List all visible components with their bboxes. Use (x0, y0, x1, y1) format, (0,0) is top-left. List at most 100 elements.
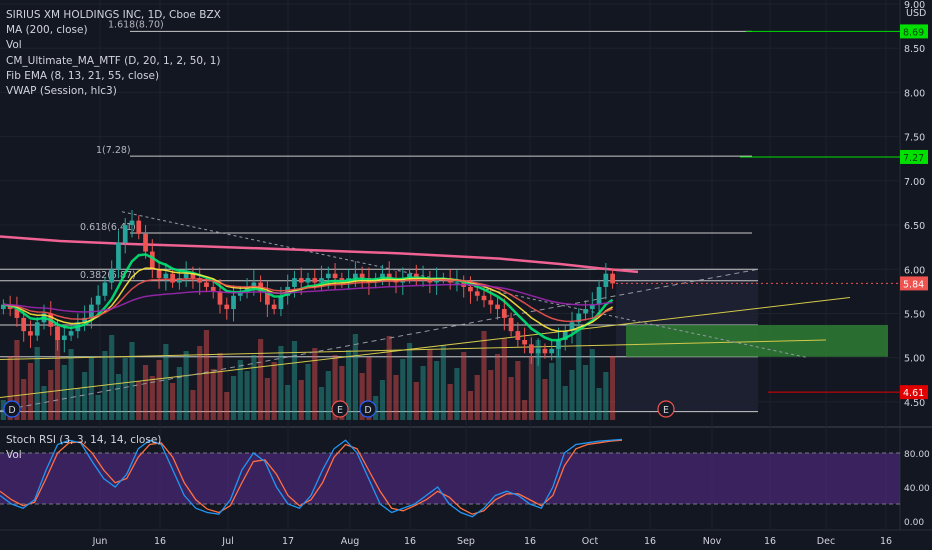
target-zone (626, 324, 888, 357)
fib-ema-line (3, 283, 613, 313)
volume-bar (285, 385, 291, 420)
stoch-k-line (0, 438, 623, 518)
volume-bar (508, 377, 514, 420)
candle-body (549, 348, 555, 354)
price-tick-label: 8.50 (904, 44, 925, 55)
trendline-bottom (0, 339, 827, 360)
volume-bar (379, 380, 386, 420)
volume-bar (244, 371, 250, 420)
volume-bar (264, 378, 270, 420)
candle-body (55, 326, 60, 340)
price-tick-label: 6.00 (904, 265, 925, 276)
volume-bar (34, 347, 40, 420)
fib-level-label: 0.618(6.41) (80, 222, 136, 233)
candle-body (244, 286, 250, 292)
volume-bar (258, 339, 264, 420)
volume-bar (54, 326, 61, 420)
candle-body (332, 273, 338, 279)
time-tick-label: 16 (644, 536, 656, 547)
time-tick-label: 16 (764, 536, 776, 547)
candle-body (204, 282, 209, 287)
trendline-lower (0, 297, 851, 398)
price-tick-label: 6.50 (904, 221, 925, 232)
volume-bar (549, 363, 555, 420)
indicator-ma200[interactable]: MA (200, close) (6, 24, 88, 37)
volume-bar (21, 379, 27, 420)
candle-body (380, 273, 385, 279)
time-tick-label: Sep (457, 536, 475, 547)
indicator-stoch-rsi[interactable]: Stoch RSI (3, 3, 14, 14, close) (6, 434, 162, 446)
candle-body (122, 225, 128, 243)
stoch-tick-label: 0.00 (904, 518, 924, 528)
candle-body (353, 273, 358, 279)
volume-bar (501, 338, 507, 420)
candle-body (319, 278, 324, 283)
candle-body (237, 291, 243, 296)
candle-body (217, 291, 223, 305)
time-tick-label: Nov (703, 536, 722, 547)
candle-body (136, 220, 142, 234)
candle-body (542, 348, 548, 354)
candle-body (1, 304, 6, 310)
volume-bar (82, 372, 88, 420)
candle-body (312, 278, 318, 283)
candle-body (569, 322, 575, 332)
volume-bar (352, 334, 358, 420)
volume-bar (339, 366, 345, 420)
price-tick-label: 4.50 (904, 398, 925, 409)
candle-body (596, 286, 602, 305)
fib-level-label: 0.382(5.87) (80, 270, 136, 281)
price-badge-label: 4.61 (903, 388, 924, 399)
volume-bar (7, 356, 13, 420)
candle-body (183, 273, 189, 279)
indicator-vol[interactable]: Vol (6, 39, 22, 52)
candle-body (231, 295, 236, 310)
indicator-vwap[interactable]: VWAP (Session, hlc3) (6, 85, 117, 98)
volume-bar (325, 371, 331, 420)
time-tick-label: 16 (154, 536, 166, 547)
volume-bar (115, 374, 122, 420)
indicator-vol-sub[interactable]: Vol (6, 449, 22, 461)
volume-bar (535, 340, 541, 420)
candle-body (515, 331, 521, 340)
candle-body (265, 291, 270, 305)
volume-bar (183, 351, 189, 420)
price-badge (900, 24, 928, 39)
candle-body (285, 286, 291, 296)
volume-bar (481, 331, 487, 420)
stoch-tick-label: 40.00 (904, 484, 930, 494)
volume-bar (156, 360, 162, 420)
candle-body (468, 286, 473, 292)
indicator-cm-ultimate-ma[interactable]: CM_Ultimate_MA_MTF (D, 20, 1, 2, 50, 1) (6, 54, 221, 67)
candle-body (481, 295, 487, 301)
volume-bar (203, 330, 210, 420)
candle-body (522, 340, 527, 345)
candle-body (68, 331, 74, 336)
volume-bar (149, 376, 155, 420)
candle-body (508, 317, 514, 332)
candle-body (556, 340, 561, 349)
indicator-fib-ema[interactable]: Fib EMA (8, 13, 21, 55, close) (6, 69, 160, 82)
time-tick-label: Aug (341, 536, 360, 547)
volume-bar (400, 359, 406, 420)
event-marker-label: D (364, 405, 371, 416)
price-badge (900, 276, 928, 291)
price-tick-label: 7.00 (904, 177, 925, 188)
volume-bar (217, 353, 223, 420)
time-tick-label: 16 (880, 536, 892, 547)
candle-body (386, 273, 392, 279)
ma200-line (0, 235, 639, 274)
volume-bar (298, 380, 304, 420)
candle-body (190, 273, 196, 279)
volume-bar (440, 345, 446, 420)
volume-bar (142, 365, 149, 420)
volume-bar (88, 356, 94, 420)
price-tick-label: 7.50 (904, 133, 925, 144)
price-tick-label: 9.00 (904, 0, 925, 11)
symbol-title[interactable]: SIRIUS XM HOLDINGS INC, 1D, Cboe BZX (6, 9, 221, 21)
volume-bar (75, 388, 81, 420)
price-unit-label: USD (906, 8, 926, 19)
event-marker-label: E (663, 405, 669, 416)
volume-bar (413, 382, 419, 420)
